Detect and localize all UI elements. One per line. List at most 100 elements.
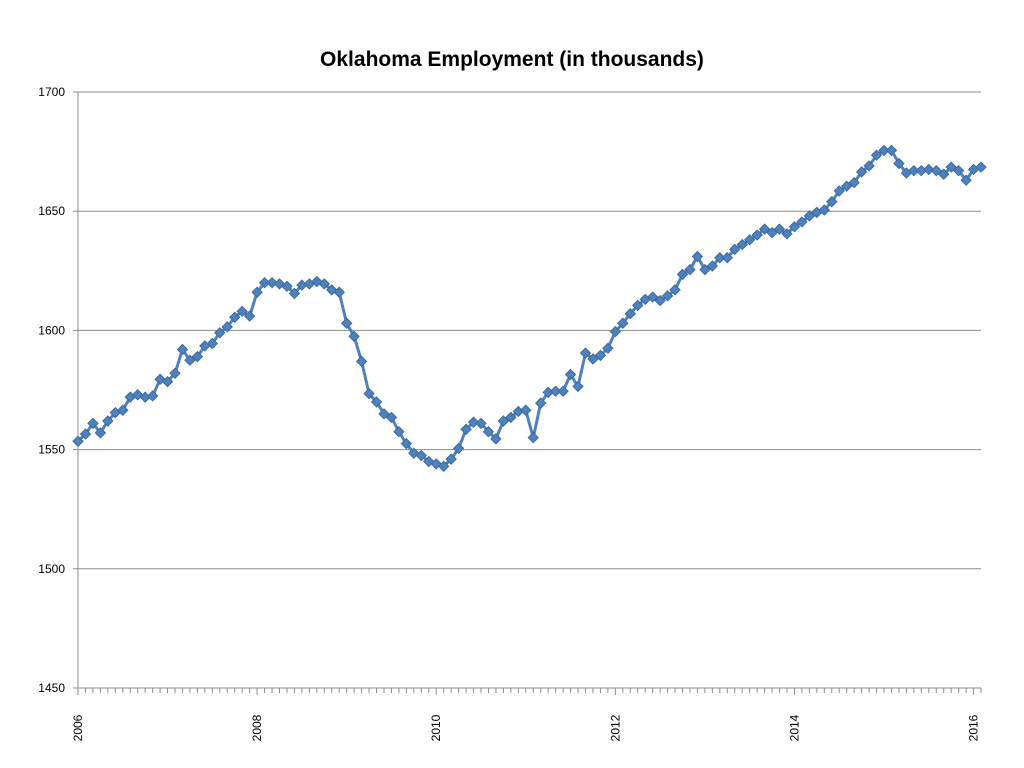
data-point-marker: [766, 226, 778, 239]
data-point-marker: [527, 431, 539, 444]
data-point-marker: [930, 164, 942, 177]
data-point-marker: [445, 453, 457, 465]
data-point-marker: [818, 204, 831, 216]
x-tick-label: 2010: [429, 714, 443, 741]
axis-layer: [73, 91, 982, 695]
data-point-marker: [855, 166, 868, 178]
data-point-marker: [400, 437, 413, 450]
data-point-marker: [669, 284, 681, 296]
data-point-marker: [848, 176, 860, 189]
label-layer: 1450 1500 1550 1600 1650 1700 2006 2008 2010 2012…: [38, 85, 980, 741]
data-point-marker: [393, 426, 405, 438]
data-point-marker: [564, 368, 577, 381]
data-point-marker: [288, 287, 301, 300]
data-point-marker: [572, 380, 584, 393]
data-point-marker: [758, 223, 771, 235]
data-point-marker: [632, 299, 644, 312]
grid-layer: [78, 91, 981, 689]
data-point-marker: [557, 385, 569, 397]
data-point-marker: [751, 229, 763, 241]
data-point-marker: [579, 347, 592, 359]
data-point-marker: [535, 397, 547, 409]
data-point-marker: [72, 435, 84, 447]
data-point-marker: [355, 355, 368, 368]
data-point-marker: [796, 216, 808, 228]
x-tick-label: 2008: [250, 714, 264, 741]
data-point-marker: [452, 442, 465, 455]
data-point-marker: [415, 449, 428, 462]
data-point-marker: [952, 164, 965, 177]
y-tick-label: 1600: [38, 323, 65, 337]
data-point-marker: [520, 404, 532, 416]
data-point-marker: [176, 343, 189, 356]
data-point-marker: [102, 415, 114, 427]
chart-title: Oklahoma Employment (in thousands): [320, 48, 704, 71]
data-point-marker: [117, 404, 129, 416]
data-point-marker: [266, 277, 278, 289]
data-point-marker: [490, 433, 502, 445]
data-point-marker: [691, 250, 704, 263]
data-point-marker: [318, 278, 330, 290]
data-point-marker: [870, 149, 883, 161]
data-point-marker: [923, 163, 935, 176]
data-point-marker: [243, 310, 256, 322]
y-tick-label: 1650: [38, 204, 65, 218]
data-point-marker: [437, 460, 450, 472]
data-point-marker: [826, 195, 838, 208]
y-tick-label: 1700: [38, 85, 65, 99]
data-point-marker: [781, 228, 793, 240]
y-tick-label: 1450: [38, 681, 65, 695]
data-point-marker: [788, 220, 801, 233]
data-point-marker: [863, 160, 875, 172]
data-point-marker: [370, 396, 383, 408]
x-tick-label: 2012: [608, 714, 622, 741]
data-point-marker: [893, 157, 905, 170]
data-point-marker: [833, 185, 845, 197]
y-tick-label: 1550: [38, 443, 65, 457]
data-point-marker: [191, 350, 204, 363]
data-point-marker: [87, 417, 99, 430]
data-point-marker: [169, 367, 181, 380]
series-layer: [72, 144, 987, 472]
x-tick-label: 2016: [967, 714, 981, 741]
data-point-marker: [378, 408, 390, 420]
data-point-marker: [945, 161, 957, 173]
data-point-marker: [960, 174, 972, 186]
data-point-marker: [646, 291, 659, 303]
data-point-marker: [281, 280, 293, 293]
data-point-marker: [878, 144, 890, 157]
data-point-marker: [363, 387, 375, 400]
data-point-marker: [885, 144, 898, 157]
data-point-marker: [617, 317, 629, 329]
data-point-marker: [221, 321, 233, 333]
data-point-marker: [549, 385, 562, 397]
data-point-marker: [736, 238, 748, 251]
data-point-marker: [161, 375, 174, 388]
data-point-marker: [79, 428, 92, 440]
data-point-marker: [214, 327, 226, 339]
data-point-marker: [975, 161, 987, 173]
data-point-marker: [602, 342, 614, 354]
data-point-marker: [505, 411, 517, 424]
data-point-marker: [146, 390, 159, 402]
data-point-marker: [840, 180, 853, 192]
data-point-marker: [594, 349, 607, 362]
data-point-marker: [661, 290, 674, 302]
data-point-marker: [206, 337, 219, 350]
data-point-marker: [624, 308, 636, 320]
data-point-marker: [348, 330, 360, 343]
data-point-marker: [654, 294, 666, 307]
data-point-marker: [258, 277, 271, 289]
series-line: [76, 148, 982, 468]
data-point-marker: [229, 311, 241, 323]
data-point-marker: [714, 251, 726, 264]
data-point-marker: [251, 286, 263, 298]
data-point-marker: [706, 260, 719, 272]
data-point-marker: [184, 354, 196, 366]
x-tick-label: 2006: [71, 714, 85, 741]
data-point-marker: [587, 353, 599, 365]
data-point-marker: [676, 268, 689, 281]
data-point-marker: [609, 325, 622, 338]
